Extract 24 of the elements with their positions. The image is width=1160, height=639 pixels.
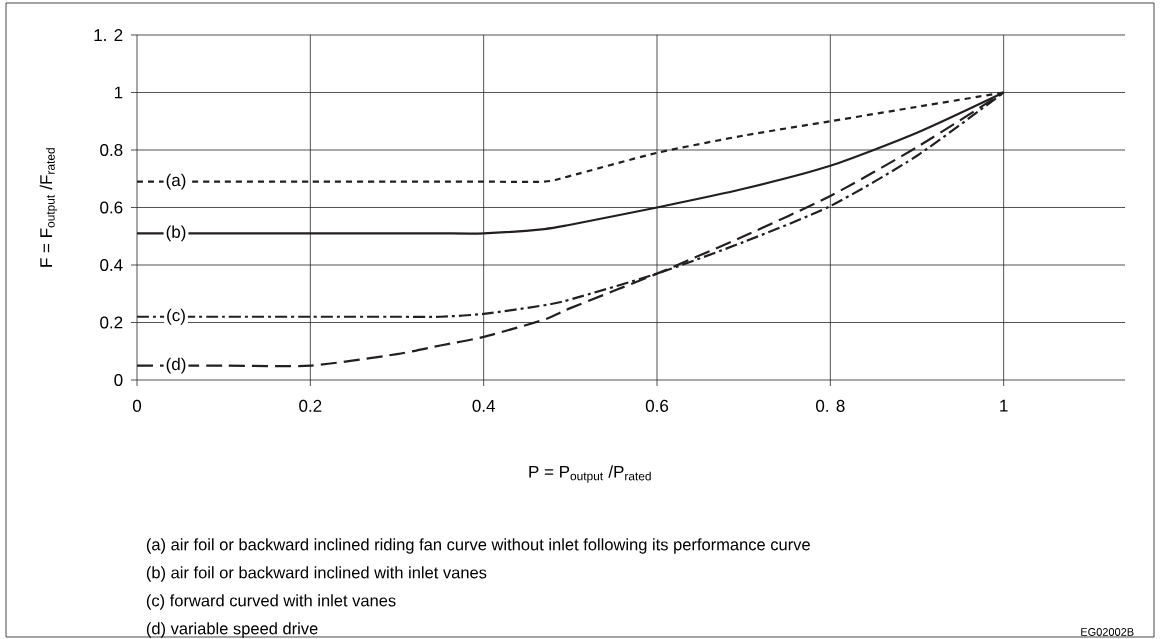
y-tick-label: 1. 2 bbox=[94, 29, 123, 41]
series-label: (a) bbox=[166, 173, 186, 190]
y-tick-label: 0.8 bbox=[100, 143, 123, 157]
x-tick-label: 0.4 bbox=[472, 399, 495, 412]
x-tick-label: 0.6 bbox=[645, 399, 669, 412]
y-axis-title: F = F$_{output}$ /F$_{rated}$ bbox=[39, 148, 58, 267]
text: EG02002B bbox=[1081, 628, 1134, 636]
y-tick-label: 0 bbox=[114, 373, 123, 387]
series-label: (d) bbox=[166, 357, 186, 374]
text: (c) forward curved with inlet vanes bbox=[146, 594, 396, 610]
text: (a) air foil or backward inclined riding fan curve without inlet following its performance curve bbox=[146, 538, 810, 554]
y-tick-label: 0.6 bbox=[100, 201, 123, 214]
x-tick-label: 0. 8 bbox=[816, 399, 845, 412]
y-tick-label: 0.2 bbox=[100, 316, 123, 329]
x-axis-title: P = P$_{output}$ /P$_{rated}$ bbox=[529, 465, 651, 483]
series-label: (b) bbox=[166, 225, 186, 242]
text: (b) air foil or backward inclined with inlet vanes bbox=[146, 566, 487, 582]
y-tick-label: 1 bbox=[114, 86, 123, 99]
x-tick-label: 0 bbox=[132, 399, 142, 412]
x-tick-label: 0.2 bbox=[299, 399, 322, 412]
text: (d) variable speed drive bbox=[146, 622, 318, 638]
y-tick-label: 0.4 bbox=[100, 258, 123, 272]
x-tick-label: 1 bbox=[1000, 399, 1008, 412]
series-label: (c) bbox=[167, 308, 185, 325]
